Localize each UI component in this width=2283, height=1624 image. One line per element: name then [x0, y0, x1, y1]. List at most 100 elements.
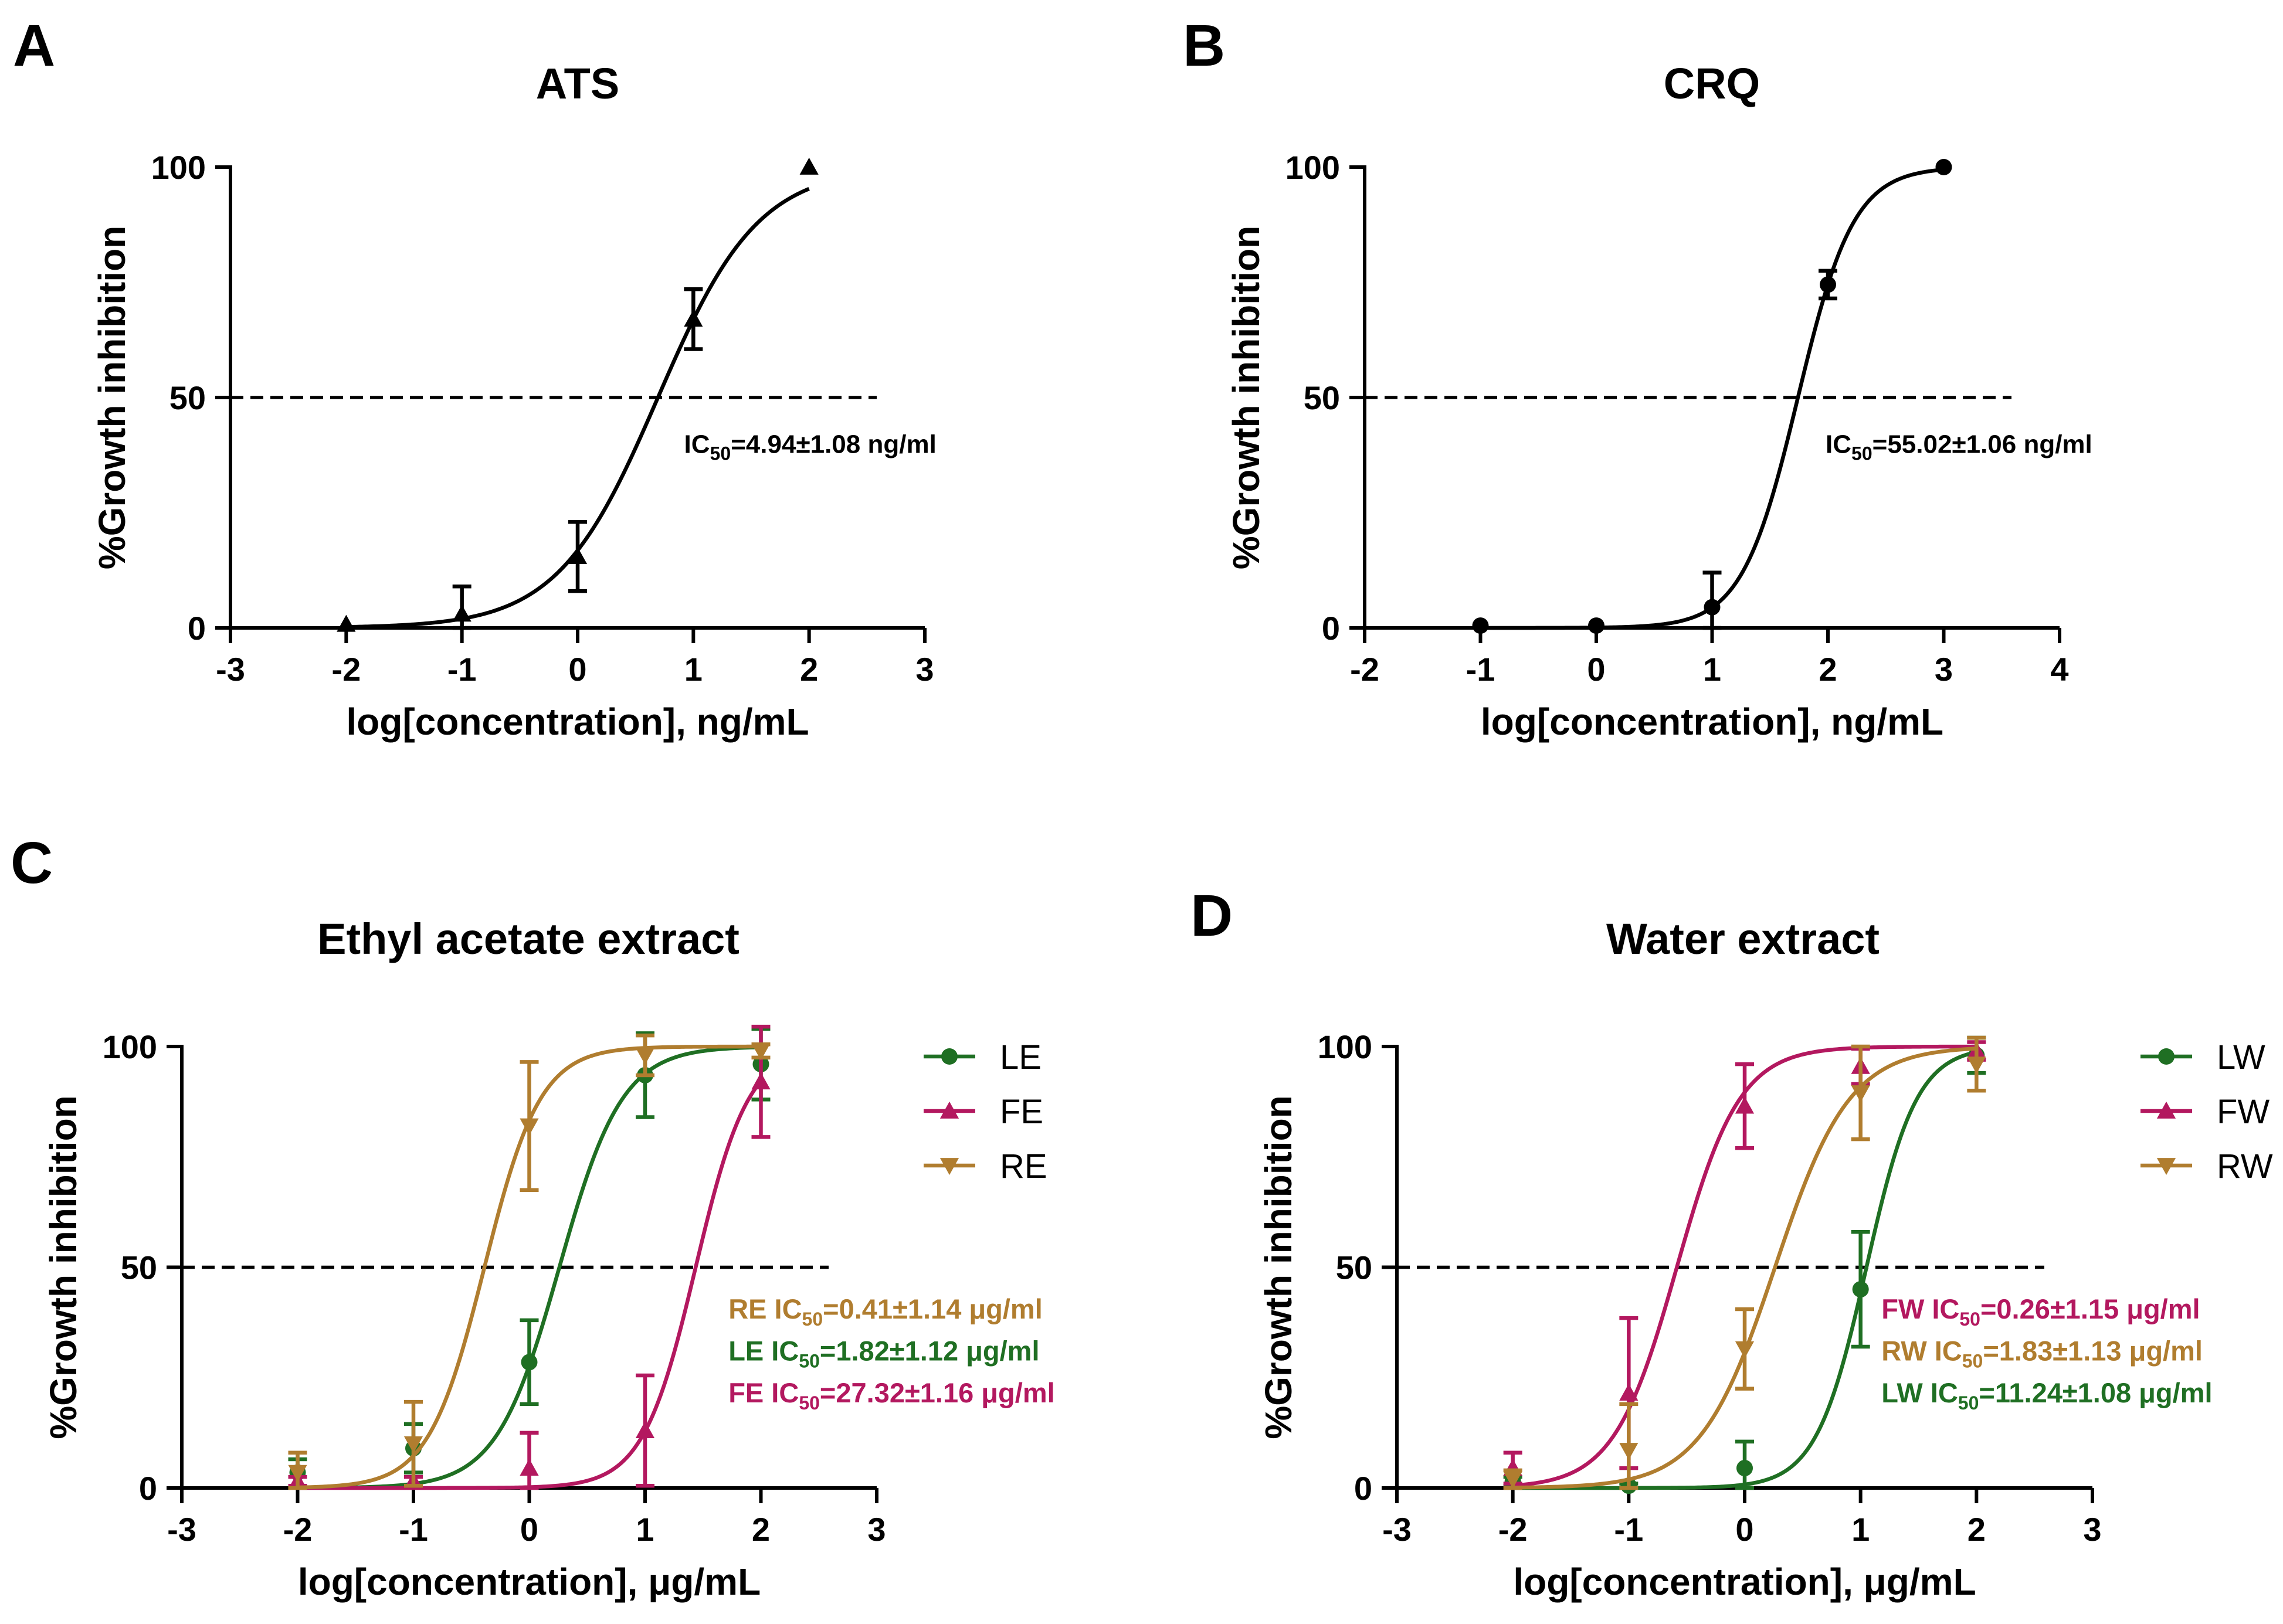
data-point — [635, 1421, 655, 1438]
chart-panel-c: C Ethyl acetate extract -3 -2 -1 0 1 2 3 0 50 100 lo… — [11, 830, 1055, 1603]
legend-marker — [2156, 1158, 2176, 1175]
data-point — [1472, 617, 1489, 634]
y-axis-label: %Growth inhibition — [1225, 226, 1267, 570]
y-axis-label: %Growth inhibition — [1257, 1095, 1300, 1439]
data-point — [1851, 1085, 1870, 1103]
x-tick-label: 2 — [752, 1511, 770, 1548]
x-tick-label: 3 — [1935, 651, 1953, 688]
ic50-annotation: RW IC50=1.83±1.13 μg/ml — [1881, 1336, 2203, 1372]
ic50-annotation: LE IC50=1.82±1.12 μg/ml — [728, 1336, 1039, 1372]
x-tick-label: -2 — [331, 651, 361, 688]
ic50-annotation: FW IC50=0.26±1.15 μg/ml — [1881, 1293, 2200, 1330]
data-point — [684, 310, 703, 327]
x-tick-label: 0 — [1587, 651, 1605, 688]
x-tick-label: -2 — [1350, 651, 1379, 688]
data-point — [751, 1072, 771, 1090]
ic50-annotation: RE IC50=0.41±1.14 μg/ml — [728, 1293, 1043, 1330]
legend-marker — [2158, 1048, 2175, 1065]
legend-label: RE — [1000, 1147, 1047, 1185]
x-tick-label: 2 — [1967, 1511, 1986, 1548]
series-rw — [1503, 1035, 1986, 1490]
chart-panel-d: D Water extract -3 -2 -1 0 1 2 3 0 50 100 log[concen… — [1190, 883, 2273, 1603]
legend-label: RW — [2217, 1147, 2273, 1185]
panel-letter: D — [1190, 883, 1233, 949]
data-point — [1588, 617, 1604, 634]
y-tick-label: 100 — [1285, 149, 1340, 186]
y-tick-label: 50 — [1304, 379, 1340, 416]
chart-panel-a: A ATS -3 -2 -1 0 1 2 3 0 50 100 log[concentration], … — [13, 13, 937, 743]
chart-title: Ethyl acetate extract — [317, 915, 739, 963]
ic50-annotation: IC50=55.02±1.06 ng/ml — [1826, 430, 2092, 464]
y-tick-label: 50 — [1336, 1249, 1372, 1286]
x-axis-label: log[concentration], μg/mL — [1513, 1561, 1976, 1603]
y-tick-label: 100 — [151, 149, 206, 186]
legend-marker — [941, 1048, 958, 1065]
x-tick-label: -3 — [1382, 1511, 1412, 1548]
data-point — [1935, 159, 1952, 175]
x-tick-label: -1 — [399, 1511, 428, 1548]
ic50-annotation: LW IC50=11.24±1.08 μg/ml — [1881, 1377, 2212, 1414]
data-point — [288, 1465, 307, 1482]
data-point — [1735, 1096, 1755, 1114]
y-tick-label: 0 — [139, 1470, 157, 1507]
data-point — [1503, 1472, 1522, 1489]
y-tick-label: 100 — [103, 1028, 157, 1065]
legend-item-le: LE — [924, 1038, 1042, 1076]
x-tick-label: 1 — [1851, 1511, 1870, 1548]
series-crq — [1472, 159, 1952, 634]
x-tick-label: 2 — [1819, 651, 1837, 688]
series-re — [288, 1033, 771, 1490]
chart-title: CRQ — [1664, 59, 1760, 108]
x-tick-label: -3 — [216, 651, 245, 688]
ic50-annotation: IC50=4.94±1.08 ng/ml — [684, 430, 937, 464]
y-tick-label: 50 — [121, 1249, 157, 1286]
ic50-annotation: FE IC50=27.32±1.16 μg/ml — [728, 1377, 1054, 1414]
data-point — [403, 1436, 423, 1453]
x-tick-label: 2 — [800, 651, 818, 688]
y-tick-label: 100 — [1318, 1028, 1372, 1065]
panel-letter: A — [13, 13, 55, 79]
data-point — [1619, 1443, 1639, 1460]
x-tick-label: 0 — [520, 1511, 538, 1548]
data-point — [521, 1354, 538, 1371]
chart-title: ATS — [536, 59, 620, 108]
legend-item-fe: FE — [924, 1093, 1043, 1131]
y-tick-label: 0 — [1354, 1470, 1372, 1507]
data-point — [1704, 599, 1721, 616]
x-tick-label: 4 — [2050, 651, 2068, 688]
legend-item-re: RE — [924, 1147, 1047, 1185]
x-axis-label: log[concentration], ng/mL — [1481, 701, 1943, 743]
legend-label: LW — [2217, 1038, 2265, 1076]
legend-marker — [2156, 1101, 2176, 1119]
legend-item-lw: LW — [2140, 1038, 2265, 1076]
legend-label: FW — [2217, 1093, 2270, 1131]
legend-label: LE — [1000, 1038, 1042, 1076]
data-point — [337, 614, 356, 632]
x-tick-label: 0 — [1735, 1511, 1753, 1548]
x-tick-label: -1 — [447, 651, 477, 688]
data-point — [1735, 1341, 1755, 1358]
chart-panel-b: B CRQ -2 -1 0 1 2 3 4 0 50 100 log[concentration], n… — [1183, 13, 2092, 743]
y-tick-label: 0 — [1322, 610, 1340, 647]
x-tick-label: 3 — [2083, 1511, 2101, 1548]
x-tick-label: -2 — [283, 1511, 313, 1548]
data-point — [635, 1048, 655, 1065]
data-point — [568, 547, 588, 565]
data-point — [1736, 1460, 1753, 1477]
y-axis-label: %Growth inhibition — [42, 1095, 84, 1439]
y-tick-label: 0 — [188, 610, 206, 647]
legend-item-fw: FW — [2140, 1093, 2270, 1131]
data-point — [520, 1118, 539, 1136]
y-tick-label: 50 — [169, 379, 206, 416]
legend-label: FE — [1000, 1093, 1043, 1131]
legend-marker — [939, 1101, 959, 1119]
data-point — [520, 1459, 539, 1476]
panel-letter: B — [1183, 13, 1225, 79]
data-point — [1967, 1056, 1986, 1074]
x-tick-label: 3 — [915, 651, 934, 688]
data-point — [799, 157, 819, 175]
data-point — [1820, 276, 1836, 293]
x-axis-label: log[concentration], μg/mL — [298, 1561, 761, 1603]
series-ats — [337, 157, 819, 632]
